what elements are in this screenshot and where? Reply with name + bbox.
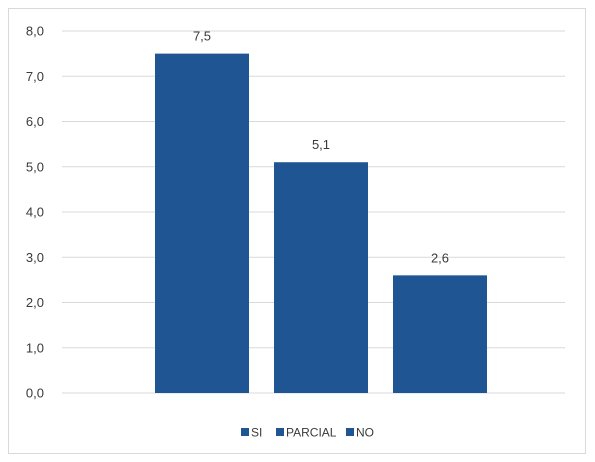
bar-parcial	[274, 162, 368, 393]
y-tick-label: 2,0	[26, 295, 44, 310]
bars	[155, 54, 487, 393]
bar-si	[155, 54, 249, 393]
data-label-parcial: 5,1	[312, 137, 330, 152]
y-tick-label: 8,0	[26, 24, 44, 39]
y-tick-label: 0,0	[26, 386, 44, 401]
y-tick-label: 5,0	[26, 159, 44, 174]
data-label-no: 2,6	[431, 250, 449, 265]
y-tick-label: 1,0	[26, 340, 44, 355]
legend-swatch-no	[346, 428, 354, 436]
legend-label-no: NO	[356, 426, 374, 440]
y-tick-label: 3,0	[26, 250, 44, 265]
y-tick-label: 7,0	[26, 69, 44, 84]
y-tick-label: 4,0	[26, 205, 44, 220]
legend-label-si: SI	[251, 426, 262, 440]
bar-no	[393, 275, 487, 393]
legend-label-parcial: PARCIAL	[286, 426, 337, 440]
y-axis: 0,0 1,0 2,0 3,0 4,0 5,0 6,0 7,0 8,0	[26, 24, 44, 401]
legend-swatch-parcial	[276, 428, 284, 436]
y-tick-label: 6,0	[26, 114, 44, 129]
legend-swatch-si	[241, 428, 249, 436]
legend: SI PARCIAL NO	[241, 426, 374, 440]
data-label-si: 7,5	[193, 29, 211, 44]
